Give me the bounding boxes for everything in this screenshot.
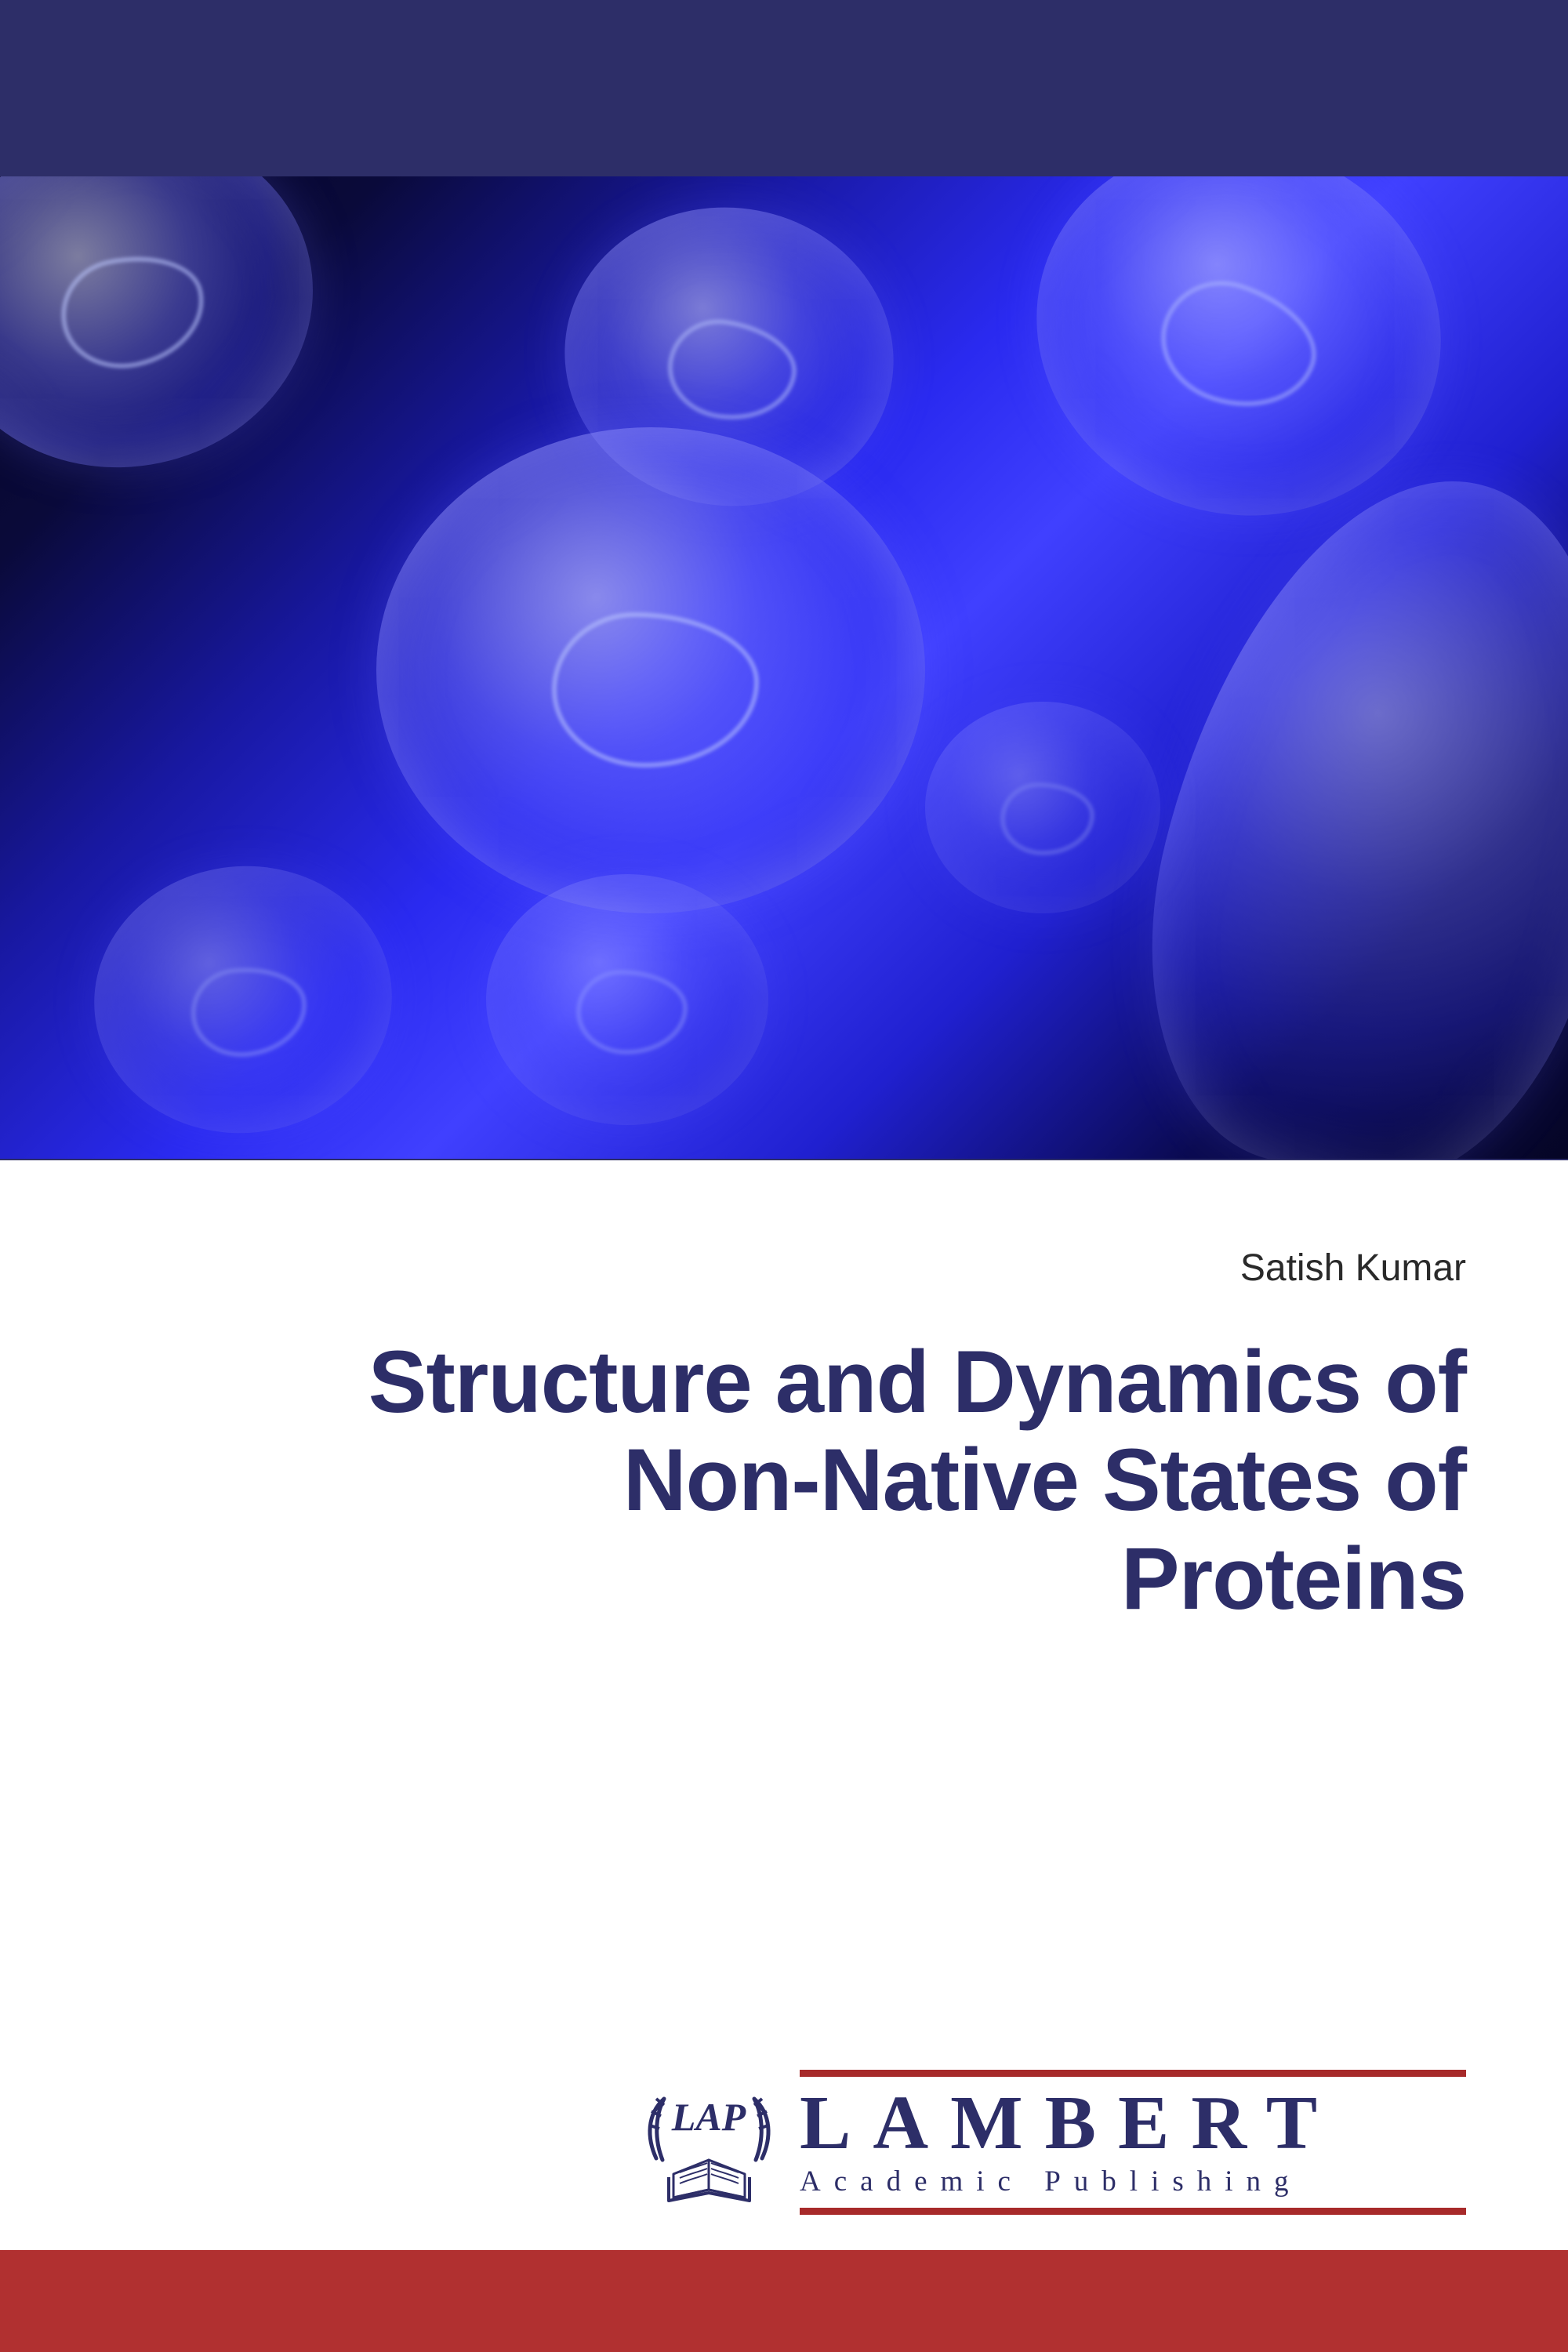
jellyfish-decor	[0, 176, 344, 502]
jellyfish-decor	[376, 427, 925, 913]
jellyfish-decor	[925, 702, 1160, 913]
publisher-text: LAMBERT Academic Publishing	[800, 2070, 1466, 2215]
title-line: Proteins	[1121, 1530, 1466, 1628]
bottom-bar	[0, 2250, 1568, 2352]
top-bar	[0, 0, 1568, 176]
accent-line	[800, 2208, 1466, 2215]
accent-line	[800, 2070, 1466, 2077]
title-line: Structure and Dynamics of	[368, 1333, 1466, 1431]
cover-image	[0, 176, 1568, 1160]
publisher-subtitle: Academic Publishing	[800, 2165, 1466, 2198]
title-line: Non-Native States of	[623, 1431, 1466, 1529]
jellyfish-decor	[81, 851, 405, 1148]
text-block: Satish Kumar Structure and Dynamics of N…	[0, 1160, 1568, 1628]
book-title: Structure and Dynamics of Non-Native Sta…	[0, 1333, 1466, 1628]
jellyfish-decor	[1097, 432, 1568, 1160]
svg-text:LAP: LAP	[671, 2095, 746, 2139]
author-name: Satish Kumar	[0, 1247, 1466, 1290]
publisher-logo-icon: LAP	[641, 2082, 778, 2203]
publisher-block: LAP LAMBERT Academic Publishing	[641, 2070, 1466, 2215]
publisher-name: LAMBERT	[800, 2085, 1466, 2161]
jellyfish-decor	[486, 874, 768, 1125]
